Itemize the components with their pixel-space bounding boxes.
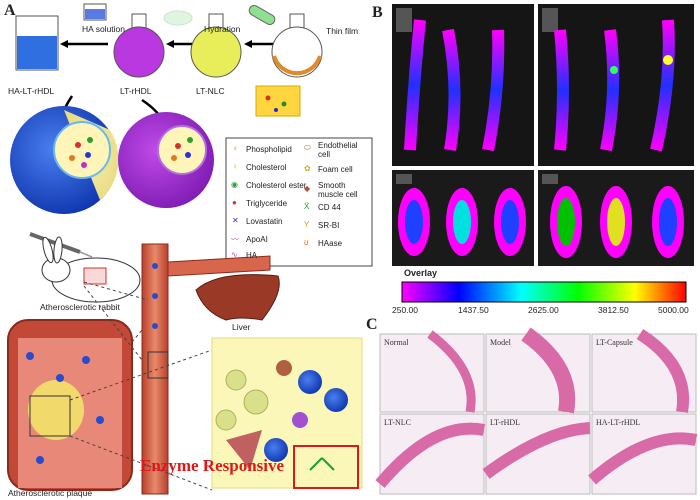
ha-lt-rhdl-label: HA-LT-rHDL	[8, 86, 55, 96]
histology-label-lt-rhdl: LT-rHDL	[490, 418, 521, 427]
lt-rhdl-label: LT-rHDL	[120, 86, 152, 96]
imaging-marker	[542, 8, 558, 32]
legend-endothelial-cell: Endothelial cell	[318, 141, 358, 159]
panel-label-a: A	[4, 2, 16, 19]
triglyceride-icon: ●	[232, 198, 237, 207]
sr-bi-icon: Y	[304, 220, 310, 229]
colorbar-tick: 250.00	[392, 305, 418, 315]
legend-apoai: ApoAI	[246, 235, 268, 244]
legend-triglyceride: Triglyceride	[246, 199, 288, 208]
legend-ha: HA	[246, 251, 258, 260]
flask-lt-rhdl	[113, 13, 165, 78]
flask-lt-nlc	[190, 13, 242, 78]
cholesterol-ester-icon: ◉	[231, 180, 238, 189]
histology-label-ha-lt-rhdl: HA-LT-rHDL	[596, 418, 641, 427]
liver-icon	[195, 274, 280, 321]
legend-cholesterol: Cholesterol	[246, 163, 287, 172]
flask-thin-film	[271, 13, 323, 78]
plaque-vessel	[7, 319, 133, 491]
plaque-label: Atherosclerotic plaque	[8, 488, 93, 498]
lt-nlc-label: LT-NLC	[196, 86, 225, 96]
overlay-colorbar	[401, 281, 687, 303]
legend-foam-cell: Foam cell	[318, 165, 353, 174]
artery-branch	[167, 255, 271, 277]
colorbar-tick: 5000.00	[658, 305, 689, 315]
histology-label-lt-capsule: LT-Capsule	[596, 338, 633, 347]
artery-vertical	[141, 243, 169, 495]
arrowhead-3	[244, 40, 252, 48]
aorta-signals	[404, 19, 675, 152]
legend-box	[225, 137, 373, 267]
legend-sr-bi: SR-BI	[318, 221, 340, 230]
endothelial-cell-icon: ⬭	[304, 143, 311, 152]
ha-lt-rhdl-particle	[10, 106, 119, 214]
foam-cell-icon: ✿	[304, 164, 311, 173]
haase-icon: ʊ	[304, 238, 309, 247]
arrowhead-2	[166, 40, 174, 48]
histology-label-normal: Normal	[384, 338, 409, 347]
legend-cd44: CD 44	[318, 203, 341, 212]
cloud-icon	[163, 10, 193, 26]
thin-film-inset	[255, 85, 301, 117]
panel-label-b: B	[372, 4, 383, 21]
colorbar-title: Overlay	[404, 268, 438, 278]
imaging-marker	[396, 174, 412, 184]
legend-lovastatin: Lovastatin	[246, 217, 283, 226]
histology-label-model: Model	[490, 338, 511, 347]
test-tube-icon	[248, 5, 276, 25]
tissue-signals	[398, 186, 684, 258]
cholesterol-icon: ♀	[232, 162, 238, 171]
enzyme-responsive-label: Enzyme Responsive	[140, 456, 285, 475]
hydration-label: Hydration	[204, 24, 241, 34]
smooth-muscle-cell-icon: ◆	[304, 184, 311, 193]
panel-label-c: C	[366, 316, 378, 333]
lt-rhdl-particle	[118, 112, 214, 208]
phospholipid-icon: ♀	[232, 144, 238, 153]
histology-label-lt-nlc: LT-NLC	[384, 418, 411, 427]
dotted-connectors	[69, 281, 213, 491]
colorbar-tick: 2625.00	[528, 305, 559, 315]
rabbit-label: Atherosclerotic rabbit	[40, 302, 120, 312]
histology-grid	[375, 327, 698, 495]
colorbar-tick: 3812.50	[598, 305, 629, 315]
cd44-icon: Ẍ	[304, 202, 310, 211]
arrowhead-1	[60, 40, 68, 48]
legend-smooth-muscle-cell: Smooth muscle cell	[318, 181, 358, 199]
imaging-marker	[542, 174, 558, 184]
beaker-ha-lt-rhdl	[15, 15, 59, 71]
ha-icon: ∿	[231, 250, 238, 259]
legend-cholesterol-ester: Cholesterol ester	[246, 181, 307, 190]
thin-film-label: Thin film	[326, 26, 359, 36]
liver-label: Liver	[232, 322, 251, 332]
legend-phospholipid: Phospholipid	[246, 145, 292, 154]
legend-haase: HAase	[318, 239, 343, 248]
colorbar-tick: 1437.50	[458, 305, 489, 315]
lovastatin-icon: ✕	[232, 216, 239, 225]
plaque-zoom-inset	[211, 337, 363, 489]
ha-solution-vial	[83, 3, 107, 21]
rabbit-icon	[41, 236, 141, 303]
apoai-icon: 〰	[231, 235, 239, 244]
imaging-marker	[396, 8, 412, 32]
ha-solution-label: HA solution	[82, 24, 125, 34]
